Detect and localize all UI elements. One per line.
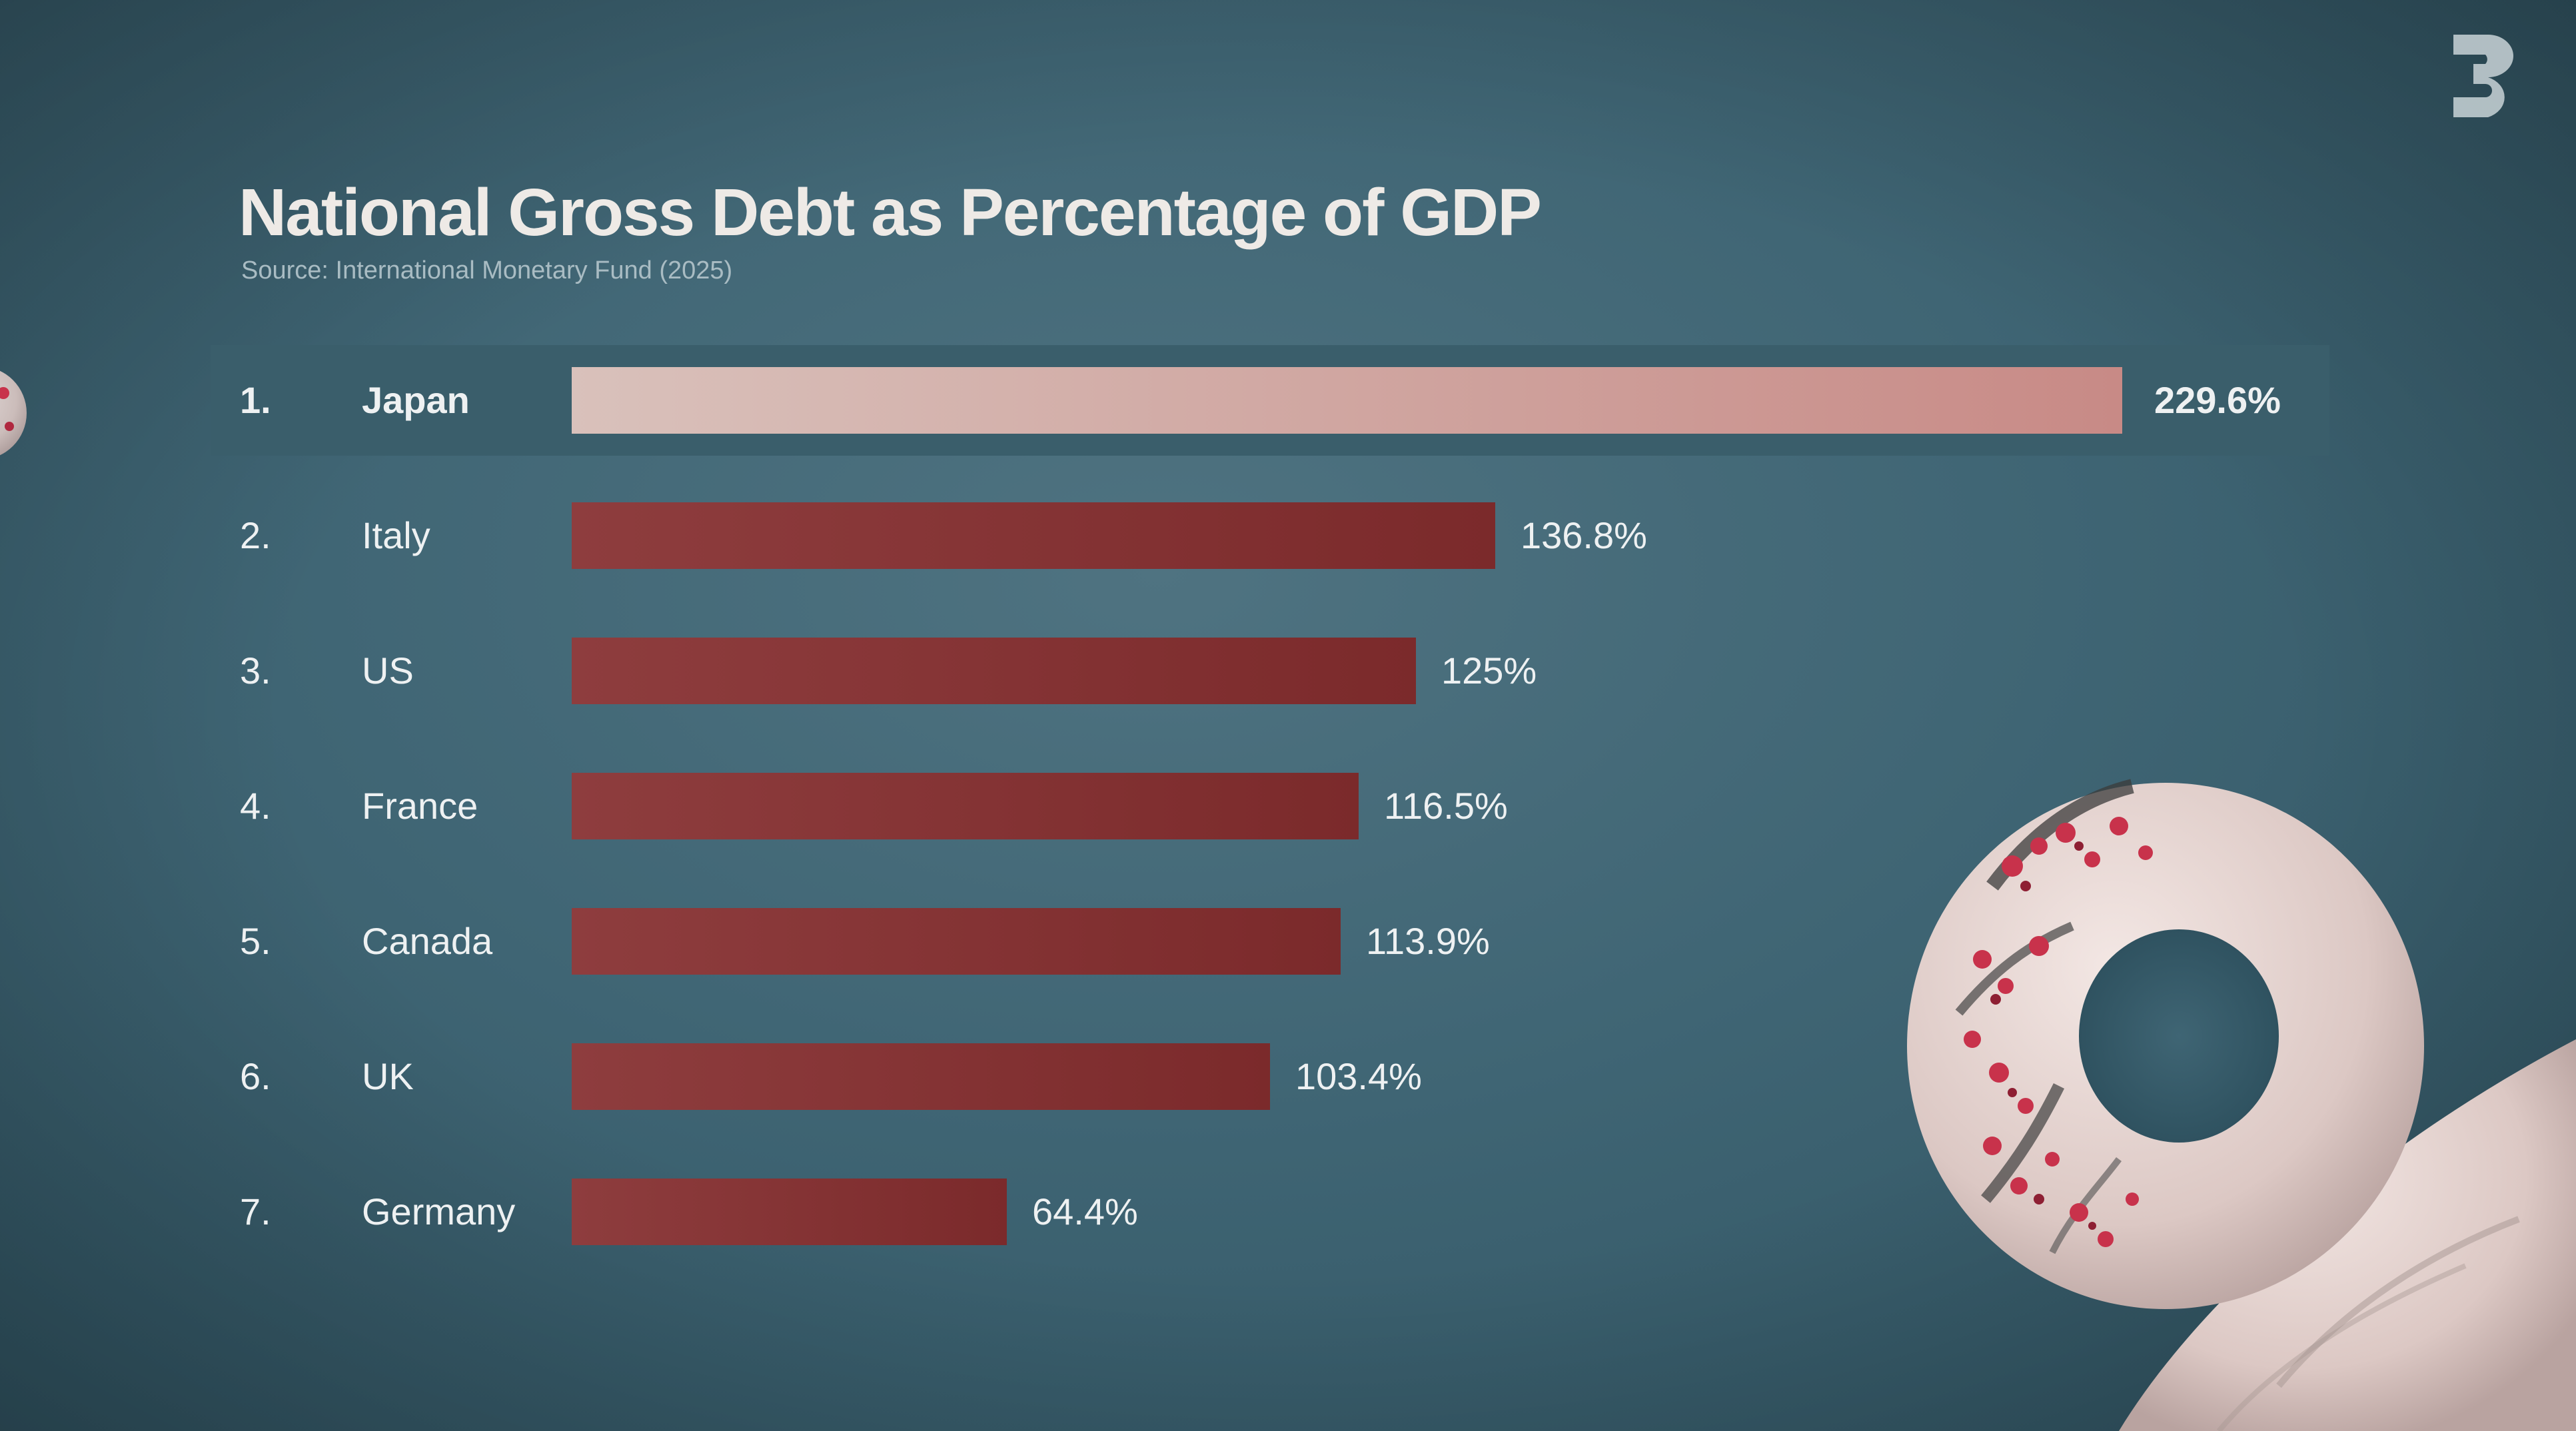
bar-row-uk: 6. UK 103.4% bbox=[0, 1040, 2576, 1113]
value-label: 136.8% bbox=[1521, 514, 1647, 556]
rank-label: 4. bbox=[240, 785, 271, 827]
rank-label: 7. bbox=[240, 1191, 271, 1232]
chart-subtitle: Source: International Monetary Fund (202… bbox=[241, 256, 733, 284]
category-label: Germany bbox=[362, 1191, 516, 1232]
bar-germany bbox=[572, 1179, 1007, 1245]
bar-italy bbox=[572, 502, 1495, 569]
rank-label: 6. bbox=[240, 1055, 271, 1097]
bar-row-japan: 1. Japan 229.6% bbox=[0, 364, 2576, 437]
category-label: US bbox=[362, 650, 414, 692]
bar-japan bbox=[572, 367, 2122, 434]
category-label: Italy bbox=[362, 514, 430, 556]
rank-label: 5. bbox=[240, 920, 271, 962]
bar-canada bbox=[572, 908, 1341, 975]
value-label: 103.4% bbox=[1295, 1055, 1422, 1097]
value-label: 116.5% bbox=[1384, 785, 1508, 827]
rank-label: 1. bbox=[240, 379, 271, 421]
value-label: 64.4% bbox=[1032, 1191, 1138, 1232]
chart-title: National Gross Debt as Percentage of GDP bbox=[239, 175, 1542, 250]
category-label: Japan bbox=[362, 379, 470, 421]
bar-row-italy: 2. Italy 136.8% bbox=[0, 499, 2576, 572]
channel-logo-icon bbox=[2453, 35, 2513, 117]
bar-row-us: 3. US 125% bbox=[0, 634, 2576, 708]
value-label: 113.9% bbox=[1366, 920, 1490, 962]
value-label: 229.6% bbox=[2154, 379, 2281, 421]
bar-france bbox=[572, 773, 1359, 839]
category-label: France bbox=[362, 785, 478, 827]
bar-row-canada: 5. Canada 113.9% bbox=[0, 905, 2576, 978]
bar-row-germany: 7. Germany 64.4% bbox=[0, 1175, 2576, 1248]
bar-us bbox=[572, 638, 1416, 704]
value-label: 125% bbox=[1441, 650, 1537, 692]
rank-label: 3. bbox=[240, 650, 271, 692]
category-label: Canada bbox=[362, 920, 493, 962]
rank-label: 2. bbox=[240, 514, 271, 556]
bar-uk bbox=[572, 1043, 1270, 1110]
category-label: UK bbox=[362, 1055, 414, 1097]
bar-row-france: 4. France 116.5% bbox=[0, 769, 2576, 843]
